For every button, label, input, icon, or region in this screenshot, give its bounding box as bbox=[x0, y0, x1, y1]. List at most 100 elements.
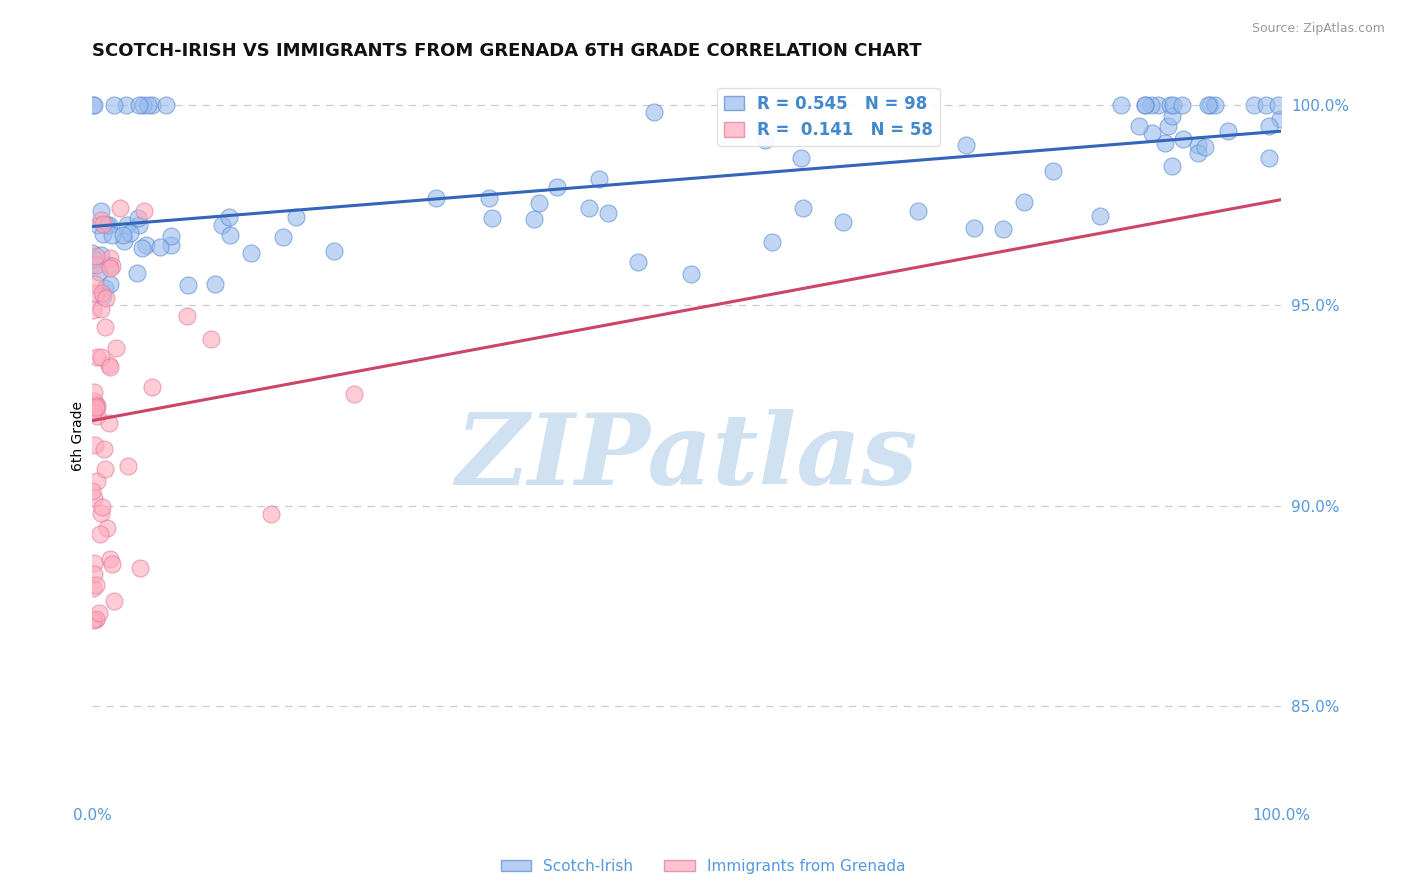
Point bbox=[94, 319, 117, 334]
Point bbox=[1256, 97, 1278, 112]
Point bbox=[128, 218, 150, 232]
Point bbox=[135, 238, 157, 252]
Point bbox=[218, 210, 240, 224]
Point bbox=[83, 566, 105, 581]
Point bbox=[1204, 97, 1226, 112]
Point bbox=[1216, 124, 1239, 138]
Point bbox=[86, 258, 108, 272]
Point bbox=[82, 258, 104, 272]
Point bbox=[96, 218, 118, 232]
Point bbox=[160, 238, 183, 252]
Point bbox=[754, 133, 776, 147]
Point bbox=[98, 277, 121, 291]
Point bbox=[86, 399, 108, 413]
Point bbox=[259, 508, 281, 522]
Point bbox=[176, 278, 198, 293]
Point bbox=[132, 203, 155, 218]
Legend: R = 0.545   N = 98, R =  0.141   N = 58: R = 0.545 N = 98, R = 0.141 N = 58 bbox=[717, 88, 939, 145]
Point bbox=[111, 227, 134, 242]
Point bbox=[103, 97, 125, 112]
Point bbox=[82, 246, 104, 260]
Point bbox=[83, 491, 105, 506]
Point bbox=[91, 217, 114, 231]
Point bbox=[1268, 112, 1291, 127]
Point bbox=[1088, 209, 1111, 223]
Point bbox=[588, 172, 610, 186]
Point bbox=[1173, 132, 1195, 146]
Point bbox=[790, 151, 813, 165]
Point bbox=[97, 358, 120, 372]
Point bbox=[1133, 97, 1156, 112]
Point bbox=[87, 265, 110, 279]
Point bbox=[1258, 120, 1281, 134]
Point bbox=[101, 227, 124, 242]
Point bbox=[82, 405, 104, 419]
Point bbox=[84, 401, 107, 416]
Point bbox=[1159, 97, 1181, 112]
Point bbox=[82, 484, 104, 499]
Point bbox=[120, 226, 142, 240]
Point bbox=[91, 288, 114, 302]
Point bbox=[86, 409, 108, 423]
Point bbox=[643, 105, 665, 120]
Point bbox=[84, 248, 107, 262]
Point bbox=[127, 211, 149, 225]
Point bbox=[955, 138, 977, 153]
Point bbox=[82, 97, 104, 112]
Point bbox=[160, 228, 183, 243]
Point bbox=[322, 244, 344, 258]
Point bbox=[115, 97, 138, 112]
Point bbox=[792, 202, 814, 216]
Point bbox=[149, 240, 172, 254]
Point bbox=[82, 303, 104, 318]
Point bbox=[681, 267, 703, 281]
Point bbox=[94, 291, 117, 305]
Point bbox=[84, 578, 107, 592]
Point bbox=[176, 310, 198, 324]
Point bbox=[86, 612, 108, 626]
Point bbox=[84, 285, 107, 300]
Point bbox=[93, 442, 115, 456]
Point bbox=[1161, 97, 1184, 112]
Point bbox=[94, 281, 117, 295]
Point bbox=[527, 196, 550, 211]
Point bbox=[478, 191, 501, 205]
Point bbox=[83, 97, 105, 112]
Point bbox=[100, 359, 122, 374]
Point bbox=[96, 521, 118, 535]
Text: Source: ZipAtlas.com: Source: ZipAtlas.com bbox=[1251, 22, 1385, 36]
Point bbox=[1109, 97, 1132, 112]
Point bbox=[86, 350, 108, 364]
Point bbox=[114, 234, 136, 248]
Point bbox=[97, 417, 120, 431]
Point bbox=[132, 97, 155, 112]
Point bbox=[285, 211, 308, 225]
Point bbox=[94, 462, 117, 476]
Point bbox=[136, 97, 159, 112]
Point bbox=[1133, 97, 1156, 112]
Point bbox=[83, 393, 105, 408]
Point bbox=[1157, 119, 1180, 133]
Text: ZIPatlas: ZIPatlas bbox=[456, 409, 918, 506]
Point bbox=[239, 246, 262, 260]
Point bbox=[128, 561, 150, 575]
Point bbox=[1012, 194, 1035, 209]
Point bbox=[578, 201, 600, 215]
Point bbox=[1042, 164, 1064, 178]
Point bbox=[141, 97, 163, 112]
Point bbox=[97, 258, 120, 272]
Point bbox=[832, 215, 855, 229]
Point bbox=[93, 227, 115, 241]
Point bbox=[211, 218, 233, 232]
Point bbox=[90, 204, 112, 219]
Point bbox=[1187, 137, 1209, 152]
Point bbox=[963, 220, 986, 235]
Point bbox=[89, 606, 111, 620]
Point bbox=[83, 252, 105, 266]
Point bbox=[546, 179, 568, 194]
Point bbox=[117, 459, 139, 474]
Point bbox=[425, 191, 447, 205]
Point bbox=[141, 380, 163, 394]
Point bbox=[115, 218, 138, 232]
Point bbox=[1128, 119, 1150, 133]
